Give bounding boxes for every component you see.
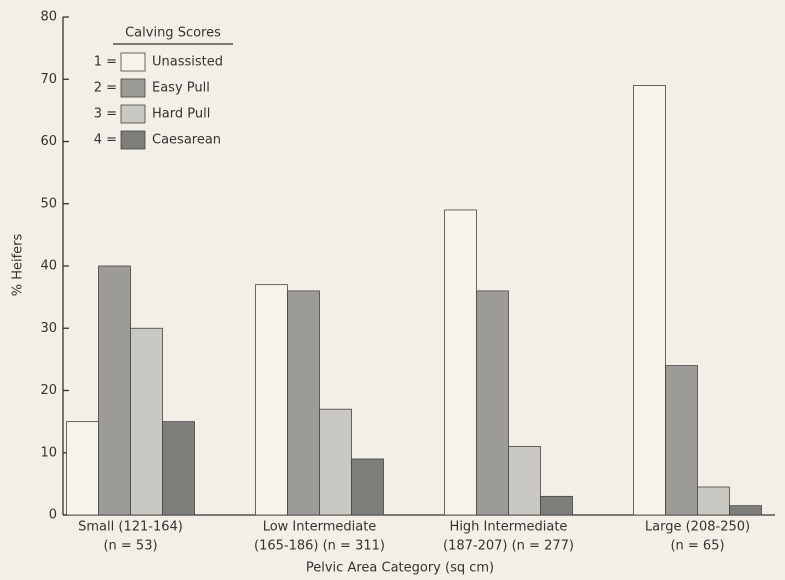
x-tick-label: Large (208-250) [645, 520, 750, 535]
legend-key: 4 = [94, 133, 117, 148]
bar [633, 85, 666, 516]
y-tick-label: 0 [49, 508, 57, 523]
x-axis-label: Pelvic Area Category (sq cm) [306, 561, 494, 576]
bar [508, 446, 541, 516]
legend-key: 1 = [94, 55, 117, 70]
legend-label: Caesarean [152, 133, 221, 148]
bar [351, 458, 384, 516]
x-tick-label: Low Intermediate [263, 520, 377, 535]
y-tick-label: 70 [40, 72, 57, 87]
bar [697, 486, 730, 516]
bar [66, 421, 99, 516]
y-axis-label: % Heifers [11, 233, 26, 296]
bar [540, 495, 573, 516]
y-tick-label: 10 [40, 445, 57, 460]
bar [130, 327, 163, 516]
legend-title: Calving Scores [125, 26, 221, 41]
bar [98, 265, 131, 516]
legend-swatch [120, 52, 146, 72]
legend-label: Unassisted [152, 55, 223, 70]
y-tick-label: 40 [40, 259, 57, 274]
bar [476, 290, 509, 516]
x-tick-label: Small (121-164) [78, 520, 183, 535]
legend-label: Easy Pull [152, 81, 210, 96]
x-tick-label: High Intermediate [450, 520, 568, 535]
bar [444, 209, 477, 516]
legend-key: 2 = [94, 81, 117, 96]
legend-label: Hard Pull [152, 107, 210, 122]
x-tick-label: (n = 65) [670, 539, 724, 554]
x-tick-label: (165-186) (n = 311) [254, 539, 385, 554]
bar [287, 290, 320, 516]
bar [729, 505, 762, 516]
legend-swatch [120, 78, 146, 98]
bar [319, 408, 352, 516]
legend-swatch [120, 104, 146, 124]
bar [255, 284, 288, 516]
x-tick-label: (187-207) (n = 277) [443, 539, 574, 554]
y-tick-label: 80 [40, 10, 57, 25]
y-tick-label: 50 [40, 196, 57, 211]
y-tick-label: 60 [40, 134, 57, 149]
legend-swatch [120, 130, 146, 150]
x-tick-label: (n = 53) [103, 539, 157, 554]
bar [162, 421, 195, 516]
y-tick-label: 20 [40, 383, 57, 398]
bar [665, 365, 698, 516]
y-tick-label: 30 [40, 321, 57, 336]
legend-key: 3 = [94, 107, 117, 122]
